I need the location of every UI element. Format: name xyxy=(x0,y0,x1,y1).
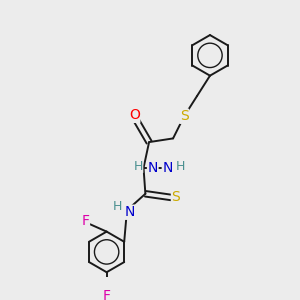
Text: N: N xyxy=(148,161,158,175)
Text: F: F xyxy=(81,214,89,229)
Text: N: N xyxy=(162,161,173,175)
Text: H: H xyxy=(113,200,122,213)
Text: S: S xyxy=(172,190,180,205)
Text: N: N xyxy=(124,205,135,219)
Text: F: F xyxy=(103,289,111,300)
Text: O: O xyxy=(129,108,140,122)
Text: S: S xyxy=(180,109,188,123)
Text: H: H xyxy=(133,160,143,172)
Text: H: H xyxy=(176,160,185,172)
